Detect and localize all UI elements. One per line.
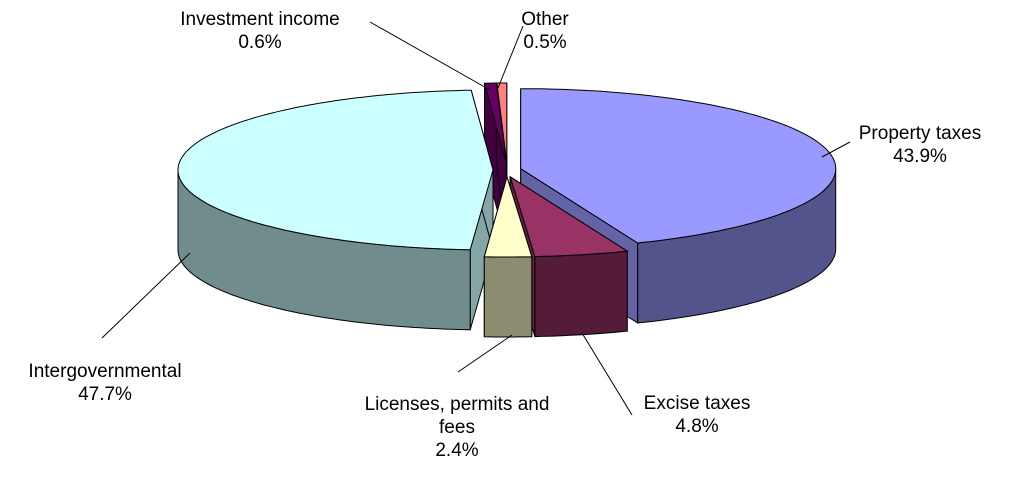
value-label: 47.7% xyxy=(78,384,132,405)
value-label: 4.8% xyxy=(675,416,719,437)
slice-label: Licenses, permits and fees 2.4% xyxy=(357,393,557,462)
slice xyxy=(177,89,494,251)
slice xyxy=(520,88,837,244)
leader-line xyxy=(369,21,491,91)
leader-line xyxy=(101,252,191,339)
leader-line xyxy=(497,25,524,89)
value-label: 2.4% xyxy=(435,440,479,461)
leader-line xyxy=(457,334,513,373)
slice-label: Excise taxes 4.8% xyxy=(617,392,777,438)
category-label: Licenses, permits and fees xyxy=(364,394,550,438)
category-label: Intergovernmental xyxy=(28,361,182,382)
slice-wall xyxy=(534,250,628,338)
category-label: Investment income xyxy=(180,9,340,30)
category-label: Excise taxes xyxy=(643,393,751,414)
category-label: Property taxes xyxy=(858,123,982,144)
slice-label: Intergovernmental 47.7% xyxy=(0,360,210,406)
slice xyxy=(483,82,507,164)
slice-wall xyxy=(483,256,533,338)
value-label: 0.6% xyxy=(238,32,282,53)
value-label: 43.9% xyxy=(893,146,947,167)
slice xyxy=(509,175,629,258)
slice xyxy=(483,175,533,258)
leader-line xyxy=(821,141,851,158)
slice-label: Other 0.5% xyxy=(505,8,585,54)
value-label: 0.5% xyxy=(523,32,567,53)
leader-line xyxy=(581,332,633,416)
slice-label: Investment income 0.6% xyxy=(160,8,360,54)
category-label: Other xyxy=(521,9,569,30)
slice-label: Property taxes 43.9% xyxy=(830,122,1010,168)
